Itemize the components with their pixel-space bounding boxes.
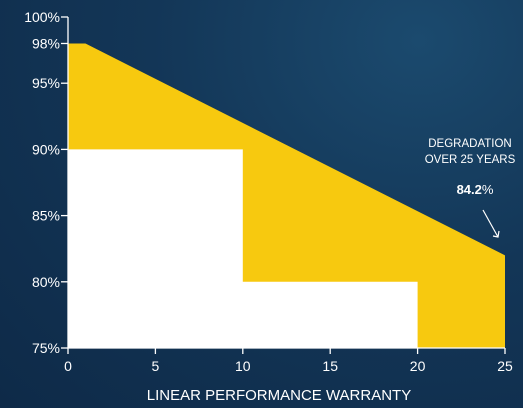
y-tick-label: 85% — [32, 208, 60, 224]
annotation-line2: OVER 25 YEARS — [425, 154, 516, 166]
annotation-line1: DEGRADATION — [428, 138, 512, 150]
x-tick-label: 25 — [497, 358, 513, 374]
annotation-value: 84.2% — [457, 182, 494, 197]
chart-axes — [67, 17, 505, 349]
y-tick-label: 75% — [32, 340, 60, 356]
area-series-1 — [68, 149, 418, 348]
x-tick-label: 15 — [322, 358, 338, 374]
x-tick-label: 0 — [64, 358, 72, 374]
chart-areas — [68, 43, 505, 348]
annotation-value-unit: % — [482, 182, 494, 197]
x-tick-label: 5 — [152, 358, 160, 374]
y-tick-label: 100% — [24, 9, 60, 25]
annotation-value-number: 84.2 — [457, 182, 482, 197]
x-tick-label: 20 — [410, 358, 426, 374]
y-tick-label: 95% — [32, 75, 60, 91]
chart-ticks: 100% 98% 95% 90% 85% 80% 75%0 5 10 15 20 25 — [24, 9, 513, 374]
annotation-arrow — [482, 209, 500, 238]
y-tick-label: 98% — [32, 35, 60, 51]
x-axis-label: LINEAR PERFORMANCE WARRANTY — [147, 387, 411, 404]
y-tick-label: 90% — [32, 141, 60, 157]
x-tick-label: 10 — [235, 358, 251, 374]
y-tick-label: 80% — [32, 274, 60, 290]
